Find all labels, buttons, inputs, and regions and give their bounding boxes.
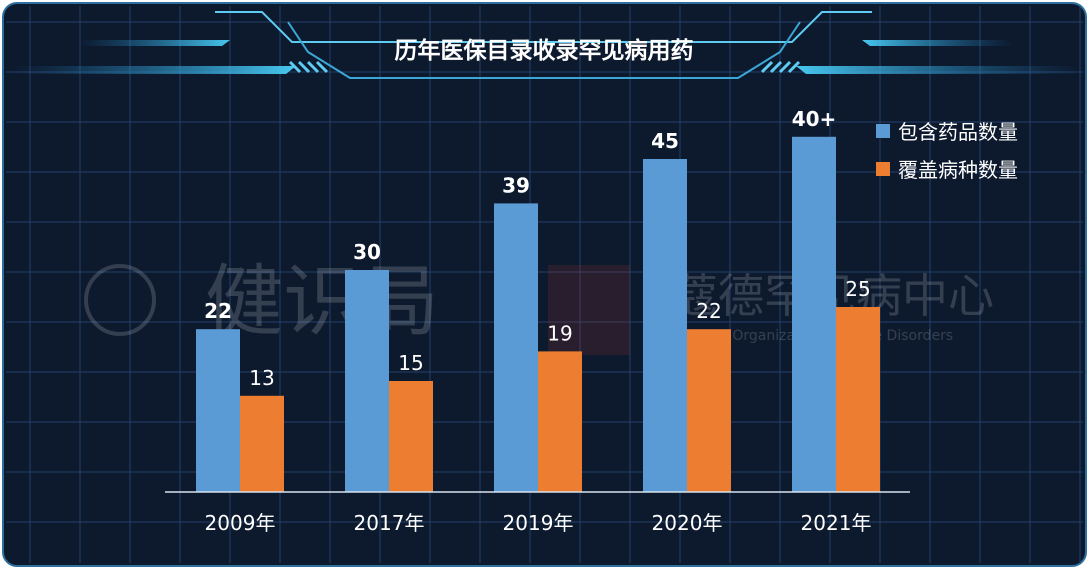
data-label-diseases-4: 25 bbox=[845, 277, 870, 301]
bars-layer: 22 13 2009年 30 15 2017年 39 19 2019年 45 22 2020年 40+ 2… bbox=[196, 107, 880, 535]
x-tick-label-0: 2009年 bbox=[205, 511, 276, 535]
watermark-right-emblem bbox=[548, 265, 630, 355]
data-label-diseases-1: 15 bbox=[398, 351, 423, 375]
header-bar-right-upper bbox=[862, 40, 1014, 46]
data-label-drugs-4: 40+ bbox=[792, 107, 837, 131]
x-tick-label-2: 2019年 bbox=[503, 511, 574, 535]
header-bar-left-lower bbox=[12, 66, 296, 74]
x-tick-label-4: 2021年 bbox=[801, 511, 872, 535]
header-bar-left-upper bbox=[78, 40, 230, 46]
data-label-drugs-3: 45 bbox=[651, 129, 679, 153]
x-tick-label-3: 2020年 bbox=[652, 511, 723, 535]
legend-swatch-1 bbox=[876, 162, 890, 176]
header-frame: 历年医保目录收录罕见病用药 bbox=[12, 11, 1080, 79]
data-label-drugs-2: 39 bbox=[502, 173, 530, 197]
bar-drugs-0 bbox=[196, 329, 240, 492]
data-label-diseases-2: 19 bbox=[547, 321, 572, 345]
data-label-diseases-0: 13 bbox=[249, 366, 274, 390]
header-stripes-right bbox=[760, 60, 801, 74]
bar-drugs-4 bbox=[792, 136, 836, 493]
bar-diseases-0 bbox=[240, 395, 284, 492]
bar-drugs-3 bbox=[643, 159, 687, 492]
legend-swatch-0 bbox=[876, 124, 890, 138]
data-label-drugs-0: 22 bbox=[204, 299, 232, 323]
header-outline-top bbox=[215, 11, 872, 43]
bar-diseases-3 bbox=[687, 329, 731, 492]
watermark-left-emblem bbox=[84, 264, 156, 336]
bar-drugs-1 bbox=[345, 270, 389, 492]
bar-diseases-2 bbox=[538, 351, 582, 492]
data-label-diseases-3: 22 bbox=[696, 299, 721, 323]
data-label-drugs-1: 30 bbox=[353, 240, 381, 264]
header-stripes-left bbox=[288, 60, 329, 74]
x-tick-label-1: 2017年 bbox=[354, 511, 425, 535]
bar-diseases-4 bbox=[836, 307, 880, 492]
bar-diseases-1 bbox=[389, 381, 433, 492]
legend-label-0: 包含药品数量 bbox=[898, 120, 1018, 144]
header-bar-right-lower bbox=[796, 66, 1080, 74]
header-outline-inner bbox=[287, 21, 801, 79]
watermark-left-text: 健识局 bbox=[205, 257, 439, 347]
bar-drugs-2 bbox=[494, 203, 538, 492]
chart-title: 历年医保目录收录罕见病用药 bbox=[395, 37, 694, 64]
legend-label-1: 覆盖病种数量 bbox=[898, 158, 1018, 182]
